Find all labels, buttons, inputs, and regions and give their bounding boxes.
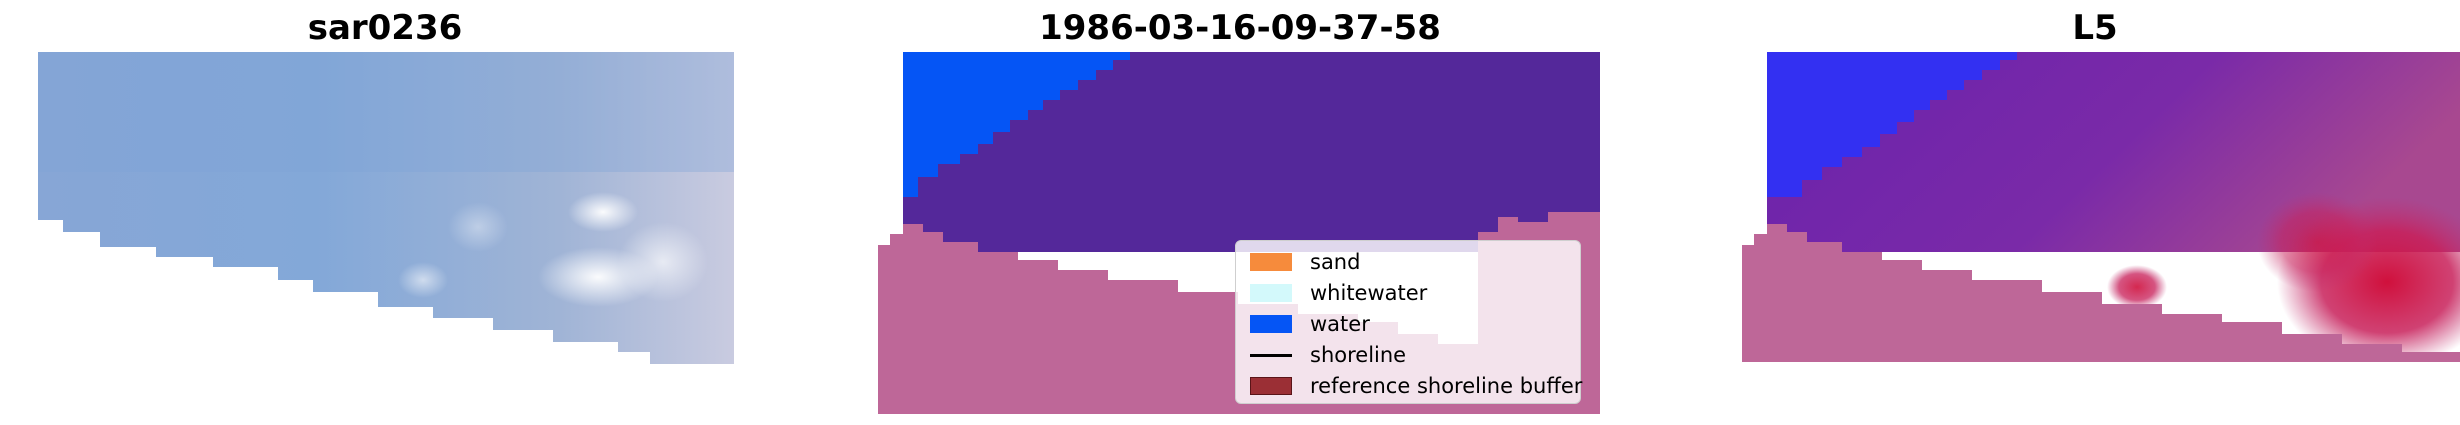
legend-label-reference-buffer: reference shoreline buffer [1310, 374, 1583, 398]
legend-label-whitewater: whitewater [1310, 281, 1428, 305]
l5-water-region [1767, 52, 2017, 197]
classified-water-region [903, 52, 1130, 197]
whitewater-swatch [1250, 284, 1292, 302]
legend-label-water: water [1310, 312, 1370, 336]
sand-swatch [1250, 253, 1292, 271]
reference-buffer-swatch [1250, 377, 1292, 395]
panel-title-l5: L5 [2072, 8, 2118, 48]
panel-title-rgb: sar0236 [307, 8, 463, 48]
legend-item-water: water [1250, 311, 1370, 337]
panel-title-date: 1986-03-16-09-37-58 [1039, 8, 1441, 48]
legend-label-shoreline: shoreline [1310, 343, 1407, 367]
legend: sand whitewater water shoreline referenc… [1235, 240, 1582, 404]
l5-image [1742, 52, 2460, 362]
legend-item-sand: sand [1250, 249, 1360, 275]
shoreline-swatch [1250, 353, 1292, 357]
legend-item-reference-buffer: reference shoreline buffer [1250, 373, 1582, 399]
legend-item-whitewater: whitewater [1250, 280, 1427, 306]
water-swatch [1250, 315, 1292, 333]
rgb-image [38, 52, 734, 364]
legend-item-shoreline: shoreline [1250, 342, 1406, 368]
legend-label-sand: sand [1310, 250, 1361, 274]
l5-sand-region [1742, 224, 2460, 362]
